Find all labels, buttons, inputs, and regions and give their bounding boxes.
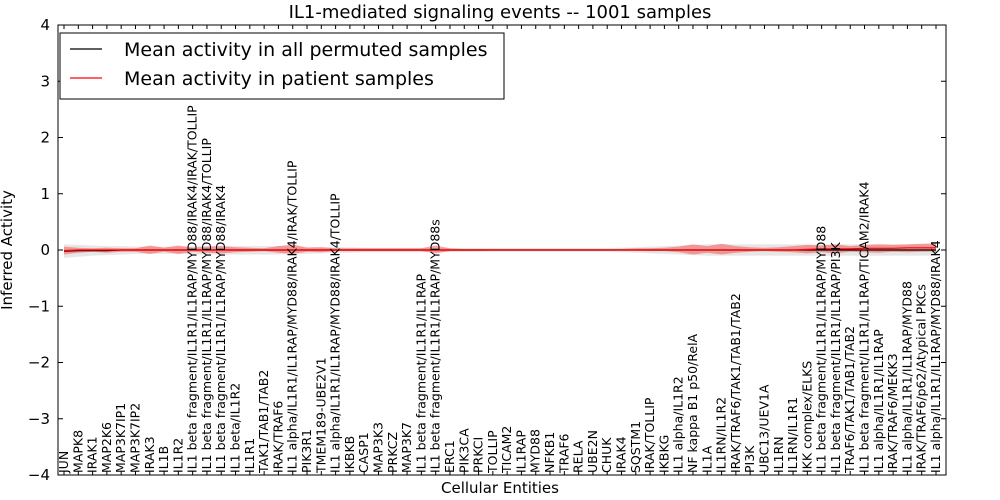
y-tick-label: 2: [40, 129, 50, 147]
x-category-label: IL1 beta/IL1R2: [228, 383, 243, 473]
x-category-label: IL1 alpha/IL1R1/IL1RAP/MYD88/IRAK4/IRAK/…: [285, 160, 300, 473]
x-category-label: IL1RN/IL1R2: [714, 397, 729, 473]
x-category-label: CASP1: [356, 432, 371, 473]
y-tick-label: −3: [28, 410, 50, 428]
x-category-label: IL1A: [699, 445, 714, 473]
legend-label-patient: Mean activity in patient samples: [124, 68, 434, 90]
line-series-1: [63, 247, 936, 252]
x-category-label: PIK3R1: [299, 429, 314, 473]
y-tick-label: −4: [28, 466, 50, 484]
x-axis-categories: JUN MAPK8 IRAK1 MAP2K6 MAP3K7IP1 MAP3K7IP2 IRA…: [56, 25, 943, 475]
x-category-label: IL1R1: [242, 438, 257, 473]
x-category-label: ERC1: [442, 440, 457, 473]
x-category-label: IKBKG: [656, 435, 671, 473]
y-tick-label: 1: [40, 185, 50, 203]
x-category-label: UBE2N: [585, 430, 600, 473]
x-category-label: MAP3K7: [399, 422, 414, 473]
x-category-label: IL1 alpha/IL1R2: [671, 376, 686, 473]
x-axis-title: Cellular Entities: [441, 479, 559, 497]
x-category-label: UBC13/UEV1A: [757, 384, 772, 473]
x-category-label: IL1RN: [771, 436, 786, 473]
x-category-label: IL1B: [156, 446, 171, 473]
x-category-label: IL1 beta fragment/IL1R1/IL1RAP: [413, 273, 428, 473]
x-category-label: NFKB1: [542, 432, 557, 473]
y-tick-label: −1: [28, 297, 50, 315]
x-category-label: IL1 beta fragment/IL1R1/IL1RAP/TICAM2/IR…: [857, 182, 872, 473]
x-category-label: TRAF6: [556, 433, 571, 474]
x-category-label: IKBKB: [342, 436, 357, 473]
x-category-label: SQSTM1: [628, 421, 643, 473]
band-series-0: [64, 244, 936, 258]
x-category-label: TOLLIP: [485, 430, 500, 474]
x-category-label: IRAK3: [142, 436, 157, 473]
x-category-label: TMEM189-UBE2V1: [313, 357, 328, 474]
x-category-label: NF kappa B1 p50/RelA: [685, 333, 700, 473]
x-category-label: IRAK/TRAF6/MEKK3: [885, 353, 900, 473]
x-category-label: IRAK/TRAF6: [270, 401, 285, 473]
x-category-label: PRKCI: [471, 437, 486, 473]
x-category-label: CHUK: [599, 437, 614, 473]
x-category-label: MAP2K6: [99, 422, 114, 473]
confidence-bands: [64, 243, 936, 258]
x-category-label: MAPK8: [70, 430, 85, 473]
band-series-1: [64, 243, 936, 255]
legend-label-permuted: Mean activity in all permuted samples: [124, 39, 487, 61]
legend-box: [59, 32, 505, 100]
x-category-label: IL1 alpha/IL1R1/IL1RAP/MYD88/IRAK4/TOLLI…: [328, 193, 343, 473]
x-category-label: IL1 beta fragment/IL1R1/IL1RAP/MYD88: [814, 226, 829, 473]
x-category-label: IL1RAP: [513, 430, 528, 473]
series-lines: [63, 247, 936, 252]
x-category-label: IL1 alpha/IL1R1/IL1RAP/MYD88/IRAK4: [928, 240, 943, 473]
x-category-label: IKK complex/ELKS: [799, 361, 814, 473]
x-category-label: TICAM2: [499, 426, 514, 474]
x-category-label: PRKCZ: [385, 432, 400, 473]
y-axis: −4 −3 −2 −1 0 1 2 3 4: [28, 16, 946, 484]
x-category-label: IL1 alpha/IL1R1/IL1RAP/MYD88: [899, 281, 914, 473]
x-category-label: IRAK4: [614, 436, 629, 473]
x-category-label: IL1 beta fragment/IL1R1/IL1RAP/MYD88/IRA…: [185, 105, 200, 473]
x-category-label: IL1 beta fragment/IL1R1/IL1RAP/MYD88s: [428, 219, 443, 473]
chart-title: IL1-mediated signaling events -- 1001 sa…: [289, 2, 712, 23]
x-category-label: IL1RN/IL1R1: [785, 397, 800, 473]
x-category-label: IL1 beta fragment/IL1R1/IL1RAP/MYD88/IRA…: [199, 138, 214, 473]
x-category-label: JUN: [56, 451, 71, 474]
x-category-label: IRAK/TRAF6/p62/Atypical PKCs: [914, 284, 929, 473]
y-tick-label: −2: [28, 354, 50, 372]
x-category-label: MAP3K7IP2: [128, 403, 143, 473]
x-category-label: IL1R2: [170, 438, 185, 473]
x-category-label: PI3K: [742, 445, 757, 473]
x-category-label: IL1 beta fragment/IL1R1/IL1RAP/PI3K: [828, 242, 843, 473]
x-category-label: MAP3K7IP1: [113, 403, 128, 473]
x-category-label: TRAF6/TAK1/TAB1/TAB2: [842, 326, 857, 474]
x-category-label: RELA: [571, 440, 586, 473]
x-category-label: IRAK/TOLLIP: [642, 397, 657, 473]
y-tick-label: 3: [40, 72, 50, 90]
y-tick-label: 0: [40, 241, 50, 259]
legend: Mean activity in all permuted samples Me…: [59, 32, 505, 100]
x-category-label: IL1 alpha/IL1R1/IL1RAP: [871, 329, 886, 473]
x-category-label: TAK1/TAB1/TAB2: [256, 370, 271, 474]
x-category-label: MAP3K3: [371, 422, 386, 473]
x-category-label: IRAK/TRAF6/TAK1/TAB1/TAB2: [728, 293, 743, 473]
x-category-label: MYD88: [528, 429, 543, 473]
x-category-label: PIK3CA: [456, 428, 471, 473]
y-axis-title: Inferred Activity: [0, 190, 16, 310]
x-category-label: IRAK1: [85, 436, 100, 473]
x-category-label: IL1 beta fragment/IL1R1/IL1RAP/MYD88/IRA…: [213, 185, 228, 473]
y-tick-label: 4: [40, 16, 50, 34]
